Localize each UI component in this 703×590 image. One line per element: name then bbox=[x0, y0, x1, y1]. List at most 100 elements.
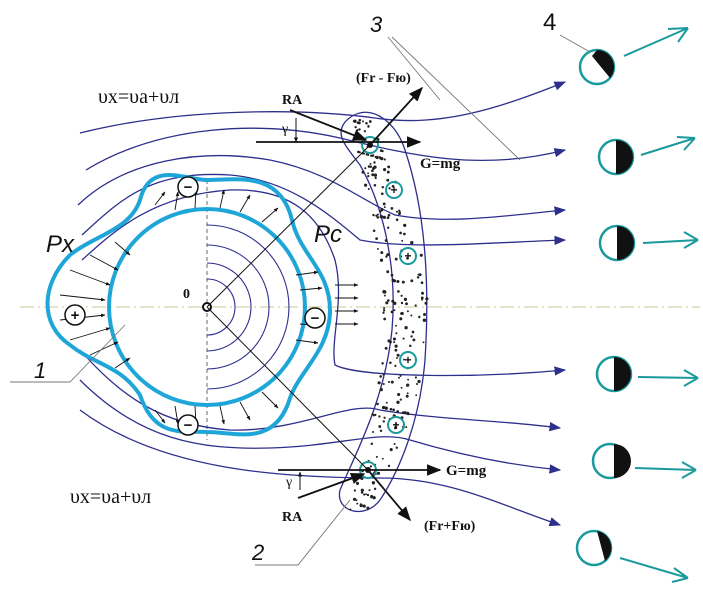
particle-dot bbox=[378, 425, 382, 428]
label-ra-top: RA bbox=[282, 93, 303, 108]
particle-dot bbox=[398, 376, 400, 379]
particle-dot bbox=[403, 411, 407, 415]
streamline bbox=[81, 189, 567, 377]
particle-dot bbox=[353, 489, 357, 492]
particle-dot bbox=[395, 210, 399, 213]
svg-text:−: − bbox=[311, 310, 320, 327]
particle-dot bbox=[386, 253, 390, 257]
body-outer-outline bbox=[45, 173, 333, 437]
particle-dot bbox=[410, 314, 413, 317]
particle-dot bbox=[382, 373, 385, 376]
particle-dot bbox=[370, 154, 373, 157]
particle-dot bbox=[379, 388, 383, 392]
streamline bbox=[77, 155, 567, 220]
particle-dot bbox=[390, 380, 394, 384]
formula-bottom: υx=υa+υл bbox=[70, 486, 151, 508]
particle-dot bbox=[417, 379, 421, 384]
particle-dot bbox=[390, 273, 394, 277]
particle-dot bbox=[387, 226, 390, 229]
particle-dot bbox=[368, 489, 371, 492]
body-inner-circle bbox=[107, 207, 307, 407]
particle-dot bbox=[376, 471, 381, 475]
particle-dot bbox=[396, 410, 400, 413]
particle-dot bbox=[382, 202, 386, 206]
ra-arrow-top bbox=[289, 109, 368, 141]
svg-text:−: − bbox=[184, 179, 193, 196]
callout-4: 4 bbox=[543, 9, 556, 36]
particle-dot bbox=[387, 380, 391, 384]
label-px: Px bbox=[46, 231, 75, 258]
particle-dot bbox=[373, 487, 377, 491]
callout-1: 1 bbox=[34, 358, 46, 383]
particle-dot bbox=[405, 302, 408, 306]
particle-dot bbox=[369, 165, 373, 169]
particle-dot bbox=[372, 229, 376, 232]
particle-dot bbox=[393, 309, 396, 312]
particle-dot bbox=[416, 276, 420, 279]
particle-dot bbox=[375, 455, 378, 458]
particle-dot bbox=[380, 207, 384, 211]
callout-3: 3 bbox=[370, 12, 383, 37]
particle-dot bbox=[376, 213, 379, 216]
svg-text:+: + bbox=[404, 353, 411, 367]
particle-dot bbox=[394, 426, 398, 430]
particle-dot bbox=[393, 301, 397, 306]
particle-dot bbox=[371, 155, 374, 158]
particle-dot bbox=[398, 209, 401, 212]
label-force-top: (Fr - Fю) bbox=[356, 71, 411, 86]
particle-dot bbox=[363, 493, 366, 496]
streamlines bbox=[77, 81, 567, 527]
particle-dot bbox=[387, 299, 390, 302]
particle-dot bbox=[379, 258, 384, 262]
particle-dot bbox=[387, 165, 391, 169]
particle-dot bbox=[380, 156, 384, 161]
label-ra-bottom: RA bbox=[282, 510, 303, 525]
particle-dot bbox=[358, 128, 361, 131]
outer-particle-1 bbox=[578, 48, 616, 86]
outer-particle-3 bbox=[598, 224, 636, 262]
particle-dot bbox=[397, 392, 401, 397]
center-label: 0 bbox=[183, 287, 190, 302]
particle-dot bbox=[414, 304, 417, 307]
particle-dot bbox=[393, 442, 396, 446]
svg-text:+: + bbox=[404, 249, 411, 263]
particle-dot bbox=[383, 317, 387, 321]
particle-dot bbox=[382, 309, 386, 312]
particle-dot bbox=[387, 464, 391, 468]
particle-dot bbox=[399, 374, 402, 377]
particle-dot bbox=[412, 338, 416, 342]
particle-dot bbox=[392, 408, 395, 412]
particle-dot bbox=[379, 210, 382, 213]
particle-dot bbox=[387, 339, 391, 343]
particle-dot bbox=[382, 215, 386, 220]
particle-dot bbox=[354, 125, 357, 129]
particle-dot bbox=[398, 212, 401, 216]
particle-dot bbox=[404, 326, 408, 330]
particle-dot bbox=[372, 213, 375, 217]
particle-dot bbox=[391, 184, 395, 188]
particle-dot bbox=[400, 294, 403, 297]
particle-dot bbox=[382, 382, 385, 386]
particle-dot bbox=[423, 313, 426, 316]
force-arrow-bottom bbox=[367, 469, 411, 522]
callout-leaders bbox=[10, 34, 591, 566]
particle-dot bbox=[392, 337, 397, 341]
force-arrow-top bbox=[369, 86, 423, 146]
particle-dot bbox=[403, 297, 408, 302]
particle-dot bbox=[389, 407, 393, 411]
particle-dot bbox=[425, 297, 429, 301]
particle-band bbox=[338, 111, 428, 512]
particle-dot bbox=[384, 406, 388, 410]
particle-dot bbox=[370, 442, 374, 445]
particle-dot bbox=[366, 493, 370, 497]
particle-dot bbox=[368, 120, 372, 123]
particle-dot bbox=[371, 413, 374, 416]
particle-dot bbox=[367, 172, 369, 175]
particle-dot bbox=[421, 291, 424, 295]
particle-dot bbox=[383, 158, 386, 161]
particle-dot bbox=[360, 488, 364, 492]
particle-dot bbox=[415, 394, 418, 397]
svg-text:+: + bbox=[71, 307, 80, 324]
particle-dot bbox=[386, 216, 390, 220]
